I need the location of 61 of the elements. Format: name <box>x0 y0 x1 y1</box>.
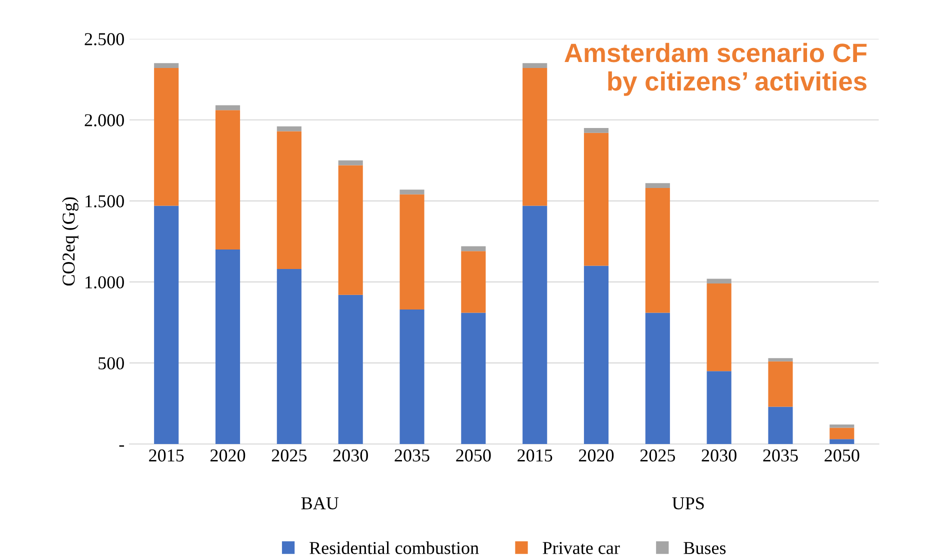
bar <box>338 160 363 166</box>
bar <box>830 428 854 440</box>
text: UPS <box>672 497 704 510</box>
x-tick-label: 2030 <box>333 449 368 462</box>
bar <box>645 188 670 313</box>
legend-label: Buses <box>684 542 726 554</box>
x-tick-label: 2035 <box>763 449 798 462</box>
x-tick-label: 2020 <box>210 449 246 462</box>
x-tick-label: 2015 <box>149 449 184 462</box>
bar <box>584 128 609 133</box>
y-tick-label: 500 <box>98 357 124 370</box>
bar <box>276 268 302 444</box>
x-tick-label: 2030 <box>702 449 736 462</box>
bar <box>215 105 240 110</box>
bar <box>276 131 302 269</box>
bar <box>706 278 732 284</box>
bar <box>461 246 486 252</box>
y-tick-label: 1.000 <box>86 276 124 288</box>
bar <box>276 126 302 132</box>
text: Amsterdam scenario CF by citizens’ activities <box>564 42 867 96</box>
bar <box>338 294 363 444</box>
bar <box>154 68 179 206</box>
bar <box>154 63 179 68</box>
bar <box>830 424 854 428</box>
x-tick-label: 2015 <box>518 449 552 462</box>
bar <box>522 68 548 206</box>
y-tick-label: 2.000 <box>84 114 124 126</box>
x-tick-label: 2025 <box>640 449 676 462</box>
y-tick-label: 2.500 <box>84 33 124 46</box>
bar <box>830 439 854 444</box>
x-tick-label: 2050 <box>824 449 860 462</box>
bar <box>522 63 548 68</box>
bar <box>584 132 609 266</box>
legend-label: Residential combustion <box>310 541 479 554</box>
bar <box>706 284 732 372</box>
bar <box>400 190 424 194</box>
bar <box>215 110 240 250</box>
bar <box>584 266 609 444</box>
x-tick-label: 2050 <box>456 449 491 462</box>
bar <box>461 312 486 444</box>
bar <box>645 183 670 188</box>
y-axis-title: CO2eq (Gg) <box>62 197 78 286</box>
bar <box>461 251 486 313</box>
bar <box>522 206 548 444</box>
y-tick-label: 1.500 <box>86 195 124 208</box>
bar <box>706 371 732 444</box>
bar <box>400 309 424 444</box>
bar <box>215 250 240 444</box>
bar <box>400 194 424 310</box>
bar <box>338 165 363 295</box>
text: BAU <box>301 497 339 510</box>
bar <box>154 206 179 444</box>
x-tick-label: 2035 <box>394 449 430 462</box>
bar <box>645 312 670 444</box>
x-tick-label: 2020 <box>578 449 614 462</box>
x-tick-label: 2025 <box>272 449 307 462</box>
bar <box>768 406 793 444</box>
bar <box>768 358 793 362</box>
bar <box>768 361 793 407</box>
legend-label: Private car <box>542 542 620 554</box>
y-tick-label: - <box>119 445 124 447</box>
